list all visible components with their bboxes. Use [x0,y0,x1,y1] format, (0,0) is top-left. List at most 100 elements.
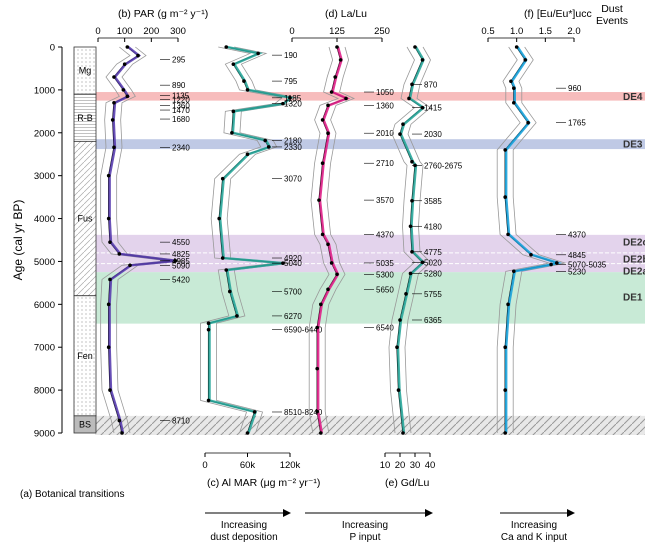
lalu-data-point [329,90,334,94]
age-tick-label: 0 [50,43,55,54]
almar-data-point [206,327,211,332]
gdlu-data-point [420,105,425,110]
eueu-top-tick-label: 1.0 [510,26,523,37]
lalu-data-point [319,302,323,307]
eueu-data-point [512,269,516,274]
par-data-point [112,75,116,79]
gdlu-annotation: 3585 [424,197,442,206]
dust-event-bands [95,92,645,324]
lalu-data-point [329,261,334,265]
lalu-data-point [335,272,339,277]
almar-annotation: 2180 [284,136,302,145]
eueu-data-point [506,302,510,307]
bottom-axes: 0 60k 120k 10 20 30 40 (c) Al MAR (μg m⁻² yr⁻¹)… [202,452,436,489]
eueu-data-point [503,431,508,435]
almar-data-point [281,101,285,106]
par-annotation: 1135 [172,92,190,101]
almar-annotation: 5700 [284,287,302,296]
age-tick-label: 4000 [34,214,55,225]
par-data-point [136,53,140,58]
par-annotation: 5420 [172,275,190,284]
lalu-data-point [344,96,348,101]
lalu-data-point [319,431,323,435]
dust-event-band-de2c [95,234,645,253]
almar-data-point [217,216,221,221]
eueu-data-point [512,86,516,90]
gdlu-annotation: 1415 [424,104,442,113]
almar-data-point [231,109,236,114]
gdlu-annotation: 4180 [424,222,442,231]
botanical-zone-label: R-B [77,113,93,123]
dust-event-label-de1: DE1 [623,292,643,303]
almar-bottom-tick-label: 120k [280,460,301,471]
almar-data-point [266,145,271,149]
almar-annotation: 4920 [284,254,302,263]
eueu-top-tick-label: 2.0 [567,26,580,37]
dust-event-band-de4 [95,92,645,101]
lalu-header: (d) La/Lu [325,8,367,20]
eueu-annotation: 4845 [568,251,586,260]
lalu-annotation: 2710 [376,159,394,168]
par-data-point [108,240,112,244]
botanical-zone-label: Mg [79,66,92,76]
eueu-data-point [512,100,516,105]
botanical-zone-label: BS [79,419,91,429]
gdlu-bottom-tick-label: 30 [410,460,421,471]
gdlu-data-point [410,159,414,164]
eueu-top-tick-label: 0.5 [481,26,494,37]
almar-bottom-tick-label: 60k [240,460,256,471]
dust-event-label-de2c: DE2c [623,238,645,249]
dust-event-band-de1 [95,272,645,324]
gdlu-annotation: 5280 [424,269,442,278]
almar-data-point [235,314,239,318]
gdlu-data-point [398,318,402,322]
botanical-zone-bs [73,415,97,434]
par-data-point [106,345,111,350]
par-annotation: 1680 [172,115,190,124]
almar-data-point [206,321,211,326]
gdlu-data-point [401,431,405,435]
age-tick-label: 8000 [34,386,55,397]
par-annotation: 8710 [172,417,190,426]
par-annotation: 5090 [172,261,190,270]
almar-annotation: 3070 [284,175,302,184]
gdlu-bottom-tick-label: 10 [380,460,391,471]
par-data-point [112,145,116,150]
lalu-annotation: 4370 [376,230,394,239]
eueu-annotation: 960 [568,84,582,93]
eueu-data-point [506,232,510,237]
par-data-point [112,100,116,105]
lalu-envelope-right [324,46,356,434]
almar-data-point [224,268,229,272]
par-data-point [122,62,127,66]
par-data-point [106,216,111,221]
par-data-point [117,418,122,423]
eueu-header: (f) [Eu/Eu*]ucc [524,8,592,20]
arrow-label-lalu: Increasing P input [342,520,388,543]
botanical-zone-label: Fen [77,351,93,361]
lalu-annotation: 3570 [376,196,394,205]
eueu-data-point [503,388,508,392]
gdlu-data-point [395,345,399,350]
dust-events-header: Dust Events [596,3,628,27]
almar-data-point [245,88,250,92]
lalu-data-point [315,366,320,371]
almar-envelope-right [216,46,299,434]
top-axes: 0 100 200 300 0 125 250 0.5 1.0 1.5 2.0 (b) PAR (g … [95,3,628,42]
basal-sediment-hatch [95,415,645,435]
almar-annotation: 5040 [284,259,302,268]
almar-data-point [227,289,232,294]
lalu-top-tick-label: 125 [329,26,345,37]
gdlu-bottom-tick-label: 40 [425,460,436,471]
almar-annotation: 2330 [284,143,302,152]
proxy-panels: 2958901135122013601470168023404550482549… [100,45,607,435]
dust-event-labels: DE4 DE3 DE2c DE2bDE2a DE1 [623,92,645,304]
almar-data-point [224,45,229,49]
par-data-point [128,263,132,268]
gdlu-data-point [420,260,425,265]
eueu-data-point [549,262,553,267]
par-data-point [106,302,111,307]
par-annotation: 4825 [172,250,190,259]
botanical-label: (a) Botanical transitions [20,489,125,500]
